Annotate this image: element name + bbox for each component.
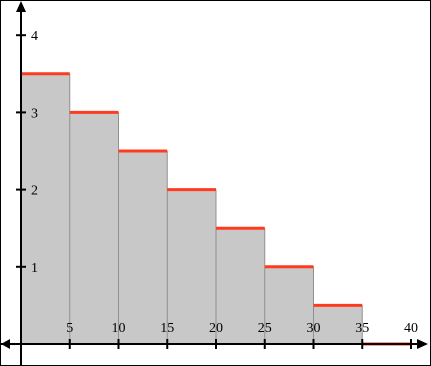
x-tick-label-30: 30 (307, 321, 321, 336)
y-ticks-group: 1 2 3 4 (16, 29, 38, 276)
area-fill-1 (21, 73, 70, 345)
x-tick-label-25: 25 (258, 321, 272, 336)
area-fill-5 (216, 228, 265, 344)
x-tick-label-35: 35 (355, 321, 369, 336)
y-tick-label-2: 2 (31, 184, 38, 199)
x-axis-arrow-icon (417, 339, 428, 349)
y-tick-label-1: 1 (31, 261, 38, 276)
x-tick-label-10: 10 (112, 321, 126, 336)
area-fill-6 (264, 266, 314, 344)
area-fill-2 (69, 112, 119, 345)
y-tick-label-4: 4 (31, 29, 38, 44)
area-fill-group (21, 73, 363, 345)
y-axis-arrow-icon (16, 1, 26, 12)
x-tick-label-40: 40 (404, 321, 418, 336)
y-tick-label-3: 3 (31, 106, 38, 121)
area-fill-3 (118, 151, 168, 344)
x-axis-left-arrow-icon (1, 339, 10, 349)
x-tick-label-20: 20 (209, 321, 223, 336)
area-fill-4 (167, 189, 216, 344)
x-tick-label-15: 15 (160, 321, 174, 336)
x-tick-label-5: 5 (66, 321, 73, 336)
area-fill-7 (313, 305, 363, 344)
x-ticks-group: 5 10 15 20 25 30 35 40 (66, 321, 418, 349)
